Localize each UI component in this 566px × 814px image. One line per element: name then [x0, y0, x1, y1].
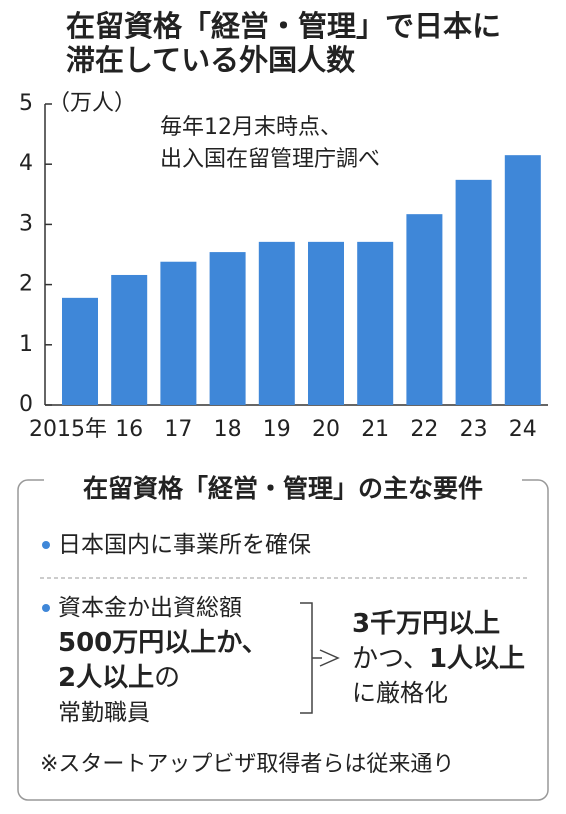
bar	[357, 241, 394, 405]
x-tick-label: 19	[263, 417, 291, 442]
text-segment: に厳格化	[352, 679, 448, 707]
bar	[209, 252, 246, 405]
y-tick-label: 0	[19, 392, 33, 417]
text-segment: 資本金か出資総額	[58, 595, 242, 621]
text-line: 資本金か出資総額	[58, 595, 242, 621]
y-tick-label: 2	[19, 272, 33, 297]
x-tick-label: 22	[410, 417, 438, 442]
x-tick-label: 23	[460, 417, 488, 442]
text-segment: 3千万円以上	[352, 609, 500, 639]
text-line: に厳格化	[352, 679, 448, 707]
y-tick-label: 3	[19, 211, 33, 236]
text-line: 3千万円以上	[352, 609, 500, 639]
y-unit: （万人）	[48, 91, 136, 116]
bar	[258, 241, 295, 405]
x-tick-label: 20	[312, 417, 340, 442]
y-tick-label: 4	[19, 151, 33, 176]
y-tick-label: 1	[19, 332, 33, 357]
bar	[62, 297, 98, 405]
x-tick-label: 2015年	[29, 417, 107, 442]
text-segment: 日本国内に事業所を確保	[58, 532, 311, 558]
annotation: 毎年12月末時点、	[160, 115, 342, 140]
text-segment: 500万円以上か、	[58, 628, 268, 658]
text-segment: 2人以上	[58, 663, 154, 693]
text-line: かつ、1人以上	[352, 644, 525, 674]
text-segment: かつ、	[352, 644, 429, 674]
text-line: 500万円以上か、	[58, 628, 268, 658]
note: ※スタートアップビザ取得者らは従来通り	[40, 752, 454, 777]
text-line: 常勤職員	[58, 700, 150, 726]
bullet	[42, 541, 50, 549]
text-line: 2人以上の	[58, 663, 180, 693]
bar	[308, 241, 344, 405]
x-tick-label: 17	[164, 417, 192, 442]
requirements-title: 在留資格「経営・管理」の主な要件	[83, 474, 483, 503]
bar	[160, 261, 197, 405]
bracket	[300, 602, 322, 714]
bar	[455, 179, 492, 405]
bullet	[42, 604, 50, 612]
text-line: 日本国内に事業所を確保	[58, 532, 311, 558]
arrow	[319, 649, 340, 667]
text-segment: の	[154, 663, 180, 693]
bar	[111, 274, 148, 405]
text-segment: 常勤職員	[58, 700, 150, 726]
text-segment: 1人以上	[429, 644, 525, 674]
chart-title: 在留資格「経営・管理」で日本に	[66, 9, 501, 43]
chart-title: 滞在している外国人数	[66, 43, 356, 77]
x-tick-label: 18	[214, 417, 242, 442]
bar	[504, 155, 541, 405]
annotation: 出入国在留管理庁調べ	[160, 147, 380, 172]
x-tick-label: 16	[115, 417, 143, 442]
y-tick-label: 5	[19, 91, 33, 116]
x-tick-label: 21	[361, 417, 389, 442]
x-tick-label: 24	[509, 417, 537, 442]
title-bg	[44, 472, 522, 508]
bar	[406, 214, 443, 405]
